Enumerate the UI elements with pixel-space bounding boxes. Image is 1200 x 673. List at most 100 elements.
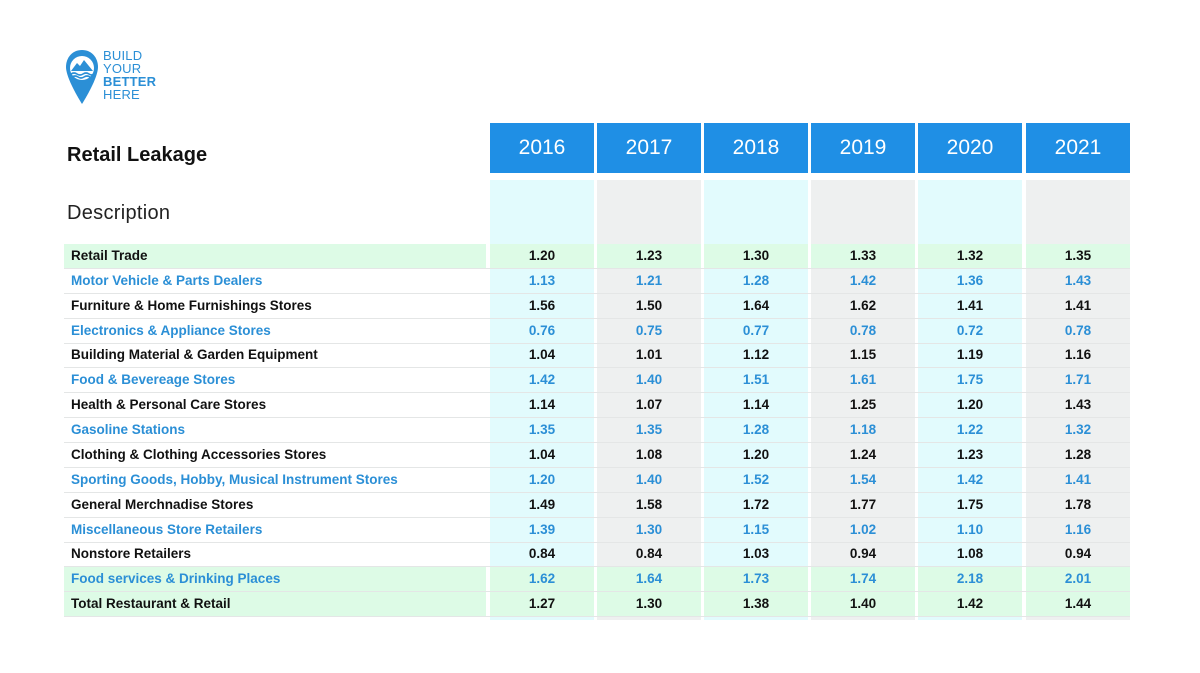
- value-cell-2018: 1.30: [742, 248, 770, 263]
- value-cell-2016: 1.35: [528, 422, 556, 437]
- table-row: Sporting Goods, Hobby, Musical Instrumen…: [64, 468, 1130, 493]
- row-label: Health & Personal Care Stores: [71, 397, 267, 413]
- row-label: Motor Vehicle & Parts Dealers: [71, 272, 263, 288]
- value-cell-2017: 1.07: [635, 397, 663, 413]
- value-cell-2021: 2.01: [1064, 571, 1092, 587]
- table-row: Food & Bevereage Stores 1.42 1.40 1.51 1.61 1…: [64, 368, 1130, 394]
- row-highlight: [811, 244, 915, 268]
- row-divider: [64, 417, 1130, 419]
- table-row: Furniture & Home Furnishings Stores 1.56 1…: [64, 294, 1130, 319]
- value-cell-2018: 1.51: [742, 372, 770, 388]
- row-label: Electronics & Appliance Stores: [71, 322, 271, 338]
- table-row: General Merchnadise Stores 1.49 1.58 1.72 1.…: [64, 493, 1130, 518]
- page-title: Retail Leakage: [67, 144, 208, 166]
- value-cell-2020: 0.72: [956, 322, 984, 338]
- value-cell-2019: 1.77: [849, 496, 877, 512]
- value-cell-2020: 1.19: [956, 347, 984, 363]
- logo-line-your: YOUR: [103, 61, 142, 76]
- value-cell-2021: 1.44: [1064, 596, 1092, 611]
- logo-line-better: BETTER: [103, 74, 157, 89]
- year-header-2020: 2020: [918, 123, 1022, 173]
- value-cell-2017: 1.30: [635, 521, 663, 537]
- value-cell-2019: 1.54: [849, 471, 877, 487]
- row-highlight: [490, 567, 594, 592]
- row-label: Total Restaurant & Retail: [71, 596, 231, 611]
- value-cell-2019: 1.62: [849, 297, 877, 313]
- row-label: Food & Bevereage Stores: [71, 372, 236, 388]
- value-cell-2016: 1.13: [528, 272, 556, 288]
- value-cell-2016: 1.42: [528, 372, 556, 388]
- row-divider: [64, 566, 1130, 568]
- value-cell-2016: 1.56: [528, 297, 556, 313]
- row-highlight: [918, 567, 1022, 592]
- value-cell-2016: 0.84: [528, 546, 556, 562]
- value-cell-2020: 1.23: [956, 446, 984, 462]
- value-cell-2021: 1.43: [1064, 397, 1092, 413]
- value-cell-2016: 1.04: [528, 347, 556, 363]
- value-cell-2016: 1.49: [528, 496, 556, 512]
- value-cell-2021: 1.71: [1064, 372, 1092, 388]
- row-label: Miscellaneous Store Retailers: [71, 521, 263, 537]
- table-row: Gasoline Stations 1.35 1.35 1.28 1.18 1.22 1.3…: [64, 418, 1130, 443]
- row-divider: [64, 491, 1130, 493]
- value-cell-2017: 1.08: [635, 446, 663, 462]
- row-highlight: [704, 567, 808, 592]
- row-highlight: [597, 244, 701, 268]
- logo-line-build: BUILD: [103, 48, 143, 63]
- value-cell-2020: 1.10: [956, 521, 984, 537]
- value-cell-2021: 0.94: [1064, 546, 1092, 562]
- year-header-2019: 2019: [811, 123, 915, 173]
- value-cell-2018: 1.12: [742, 347, 770, 363]
- table-row: Electronics & Appliance Stores 0.76 0.75 0.…: [64, 319, 1130, 344]
- row-label: Building Material & Garden Equipment: [71, 347, 318, 363]
- value-cell-2018: 1.28: [742, 422, 770, 437]
- table-row: Total Restaurant & Retail 1.27 1.30 1.38 1.4…: [64, 592, 1130, 617]
- value-cell-2019: 0.94: [849, 546, 877, 562]
- value-cell-2017: 1.50: [635, 297, 663, 313]
- row-divider: [64, 516, 1130, 518]
- row-highlight: [64, 567, 486, 592]
- value-cell-2020: 1.42: [956, 596, 984, 611]
- value-cell-2019: 1.61: [849, 372, 877, 388]
- row-label: Nonstore Retailers: [71, 546, 192, 562]
- year-header-2018: 2018: [704, 123, 808, 173]
- value-cell-2019: 0.78: [849, 322, 877, 338]
- value-cell-2018: 1.28: [742, 272, 770, 288]
- year-header-2017: 2017: [597, 123, 701, 173]
- row-label: Sporting Goods, Hobby, Musical Instrumen…: [71, 471, 398, 487]
- row-divider: [64, 591, 1130, 593]
- value-cell-2020: 1.08: [956, 546, 984, 562]
- row-divider: [64, 466, 1130, 468]
- logo-line-here: HERE: [103, 87, 140, 102]
- value-cell-2018: 1.38: [742, 596, 770, 611]
- value-cell-2016: 0.76: [528, 322, 556, 338]
- row-highlight: [1026, 567, 1130, 592]
- row-highlight: [918, 244, 1022, 268]
- value-cell-2017: 0.84: [635, 546, 663, 562]
- logo: BUILD YOUR BETTER HERE: [64, 48, 174, 108]
- row-divider: [64, 442, 1130, 443]
- row-highlight: [811, 592, 915, 616]
- value-cell-2018: 1.72: [742, 496, 770, 512]
- value-cell-2021: 1.32: [1064, 422, 1092, 437]
- value-cell-2020: 1.42: [956, 471, 984, 487]
- value-cell-2021: 1.16: [1064, 347, 1092, 363]
- table-row: Food services & Drinking Places 1.62 1.64 1…: [64, 567, 1130, 593]
- value-cell-2016: 1.04: [528, 446, 556, 462]
- row-label: Gasoline Stations: [71, 422, 186, 437]
- row-label: Food services & Drinking Places: [71, 571, 281, 587]
- value-cell-2018: 1.64: [742, 297, 770, 313]
- value-cell-2017: 1.01: [635, 347, 663, 363]
- value-cell-2019: 1.40: [849, 596, 877, 611]
- row-divider: [64, 342, 1130, 344]
- row-highlight: [704, 244, 808, 268]
- value-cell-2017: 1.23: [635, 248, 663, 263]
- row-highlight: [64, 244, 486, 268]
- row-highlight: [597, 592, 701, 616]
- value-cell-2016: 1.39: [528, 521, 556, 537]
- value-cell-2020: 1.22: [956, 422, 984, 437]
- row-highlight: [64, 592, 486, 616]
- value-cell-2021: 1.41: [1064, 297, 1092, 313]
- value-cell-2019: 1.15: [849, 347, 877, 363]
- value-cell-2021: 1.16: [1064, 521, 1092, 537]
